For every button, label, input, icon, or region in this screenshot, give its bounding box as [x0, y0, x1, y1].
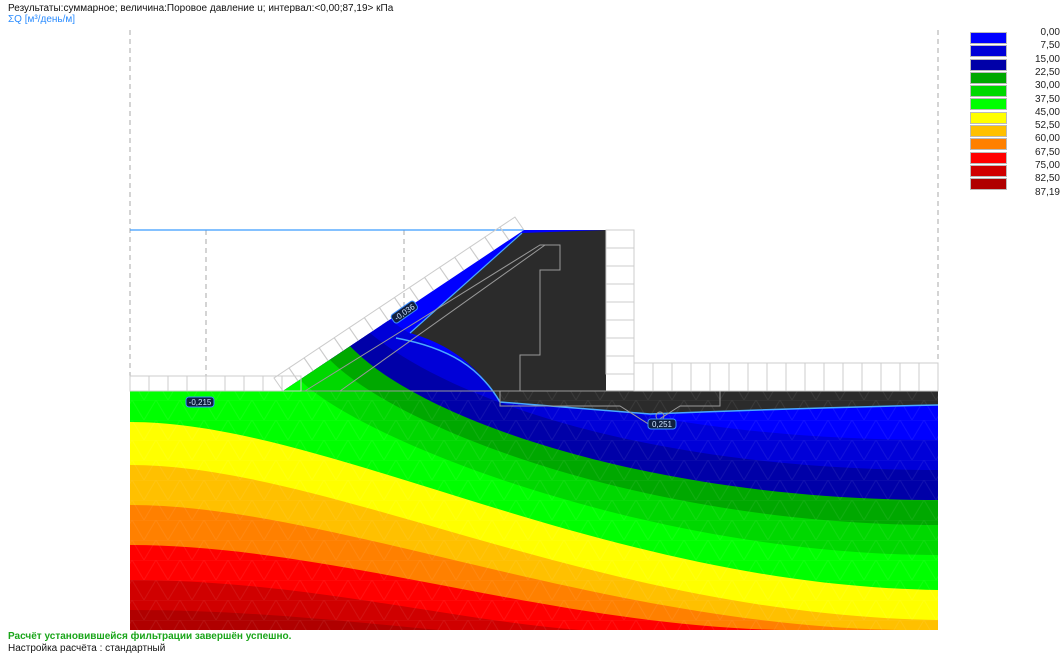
legend-swatch	[970, 111, 1007, 124]
legend-swatch	[970, 98, 1007, 111]
legend-swatch	[970, 58, 1007, 71]
legend-value: 60,00	[1034, 133, 1060, 145]
legend-value: 30,00	[1034, 80, 1060, 92]
legend-value: 67,50	[1034, 146, 1060, 158]
legend-value: 22,50	[1034, 66, 1060, 78]
flow-rate-label: -0,215	[185, 396, 215, 408]
flow-units-label: ΣQ [м³/день/м]	[8, 14, 76, 25]
legend-value: 52,50	[1034, 120, 1060, 132]
calculation-status: Расчёт установившейся фильтрации завершё…	[8, 631, 292, 642]
legend-swatch	[970, 45, 1007, 58]
legend-swatch	[970, 151, 1007, 164]
color-legend: 0,00 7,50 15,00 22,50 30,00 37,50 45,00 52,50 60…	[970, 27, 1060, 198]
calculation-settings: Настройка расчёта : стандартный	[8, 643, 166, 654]
legend-swatch	[970, 85, 1007, 98]
legend-value: 37,50	[1034, 93, 1060, 105]
legend-swatch	[970, 164, 1007, 177]
legend-value: 82,50	[1034, 173, 1060, 185]
results-title: Результаты:суммарное; величина:Поровое д…	[8, 3, 394, 14]
legend-value: 7,50	[1040, 40, 1060, 52]
boundary-guides	[129, 30, 939, 391]
legend-swatch	[970, 125, 1007, 138]
legend-swatch	[970, 32, 1007, 44]
slope-seepage-line	[409, 232, 523, 334]
boundary-condition-markers	[129, 216, 939, 392]
legend-swatch	[970, 178, 1007, 191]
legend-value: 45,00	[1034, 106, 1060, 118]
legend-swatch	[970, 71, 1007, 84]
flow-rate-label: 0,251	[647, 418, 677, 430]
legend-value: 75,00	[1034, 160, 1060, 171]
svg-text:0,251: 0,251	[652, 420, 673, 429]
legend-value: 15,00	[1034, 53, 1060, 65]
dry-zone	[410, 230, 938, 414]
legend-value: 87,19	[1034, 186, 1060, 198]
legend-swatch	[970, 138, 1007, 151]
legend-value: 0,00	[1040, 27, 1060, 38]
svg-text:-0,215: -0,215	[189, 398, 212, 407]
mesh-overlay	[130, 391, 938, 630]
